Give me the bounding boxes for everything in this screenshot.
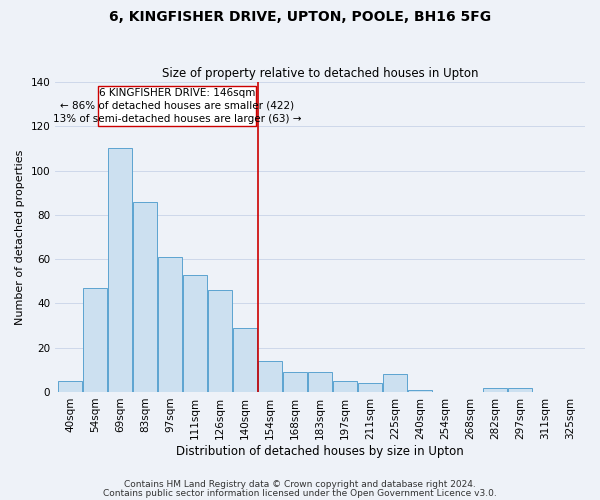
Text: ← 86% of detached houses are smaller (422): ← 86% of detached houses are smaller (42… bbox=[60, 101, 294, 111]
Bar bbox=[483, 388, 507, 392]
Bar bbox=[283, 372, 307, 392]
Bar bbox=[133, 202, 157, 392]
Bar bbox=[98, 86, 256, 126]
Bar bbox=[333, 381, 357, 392]
Text: 6, KINGFISHER DRIVE, UPTON, POOLE, BH16 5FG: 6, KINGFISHER DRIVE, UPTON, POOLE, BH16 … bbox=[109, 10, 491, 24]
Bar bbox=[158, 257, 182, 392]
Bar bbox=[208, 290, 232, 392]
Bar bbox=[233, 328, 257, 392]
Bar bbox=[183, 274, 207, 392]
Text: 6 KINGFISHER DRIVE: 146sqm: 6 KINGFISHER DRIVE: 146sqm bbox=[99, 88, 255, 98]
Bar bbox=[108, 148, 132, 392]
Bar bbox=[58, 381, 82, 392]
Bar bbox=[408, 390, 432, 392]
Title: Size of property relative to detached houses in Upton: Size of property relative to detached ho… bbox=[162, 66, 478, 80]
Bar bbox=[383, 374, 407, 392]
Bar bbox=[83, 288, 107, 392]
Bar bbox=[358, 383, 382, 392]
Bar bbox=[258, 361, 282, 392]
Text: Contains HM Land Registry data © Crown copyright and database right 2024.: Contains HM Land Registry data © Crown c… bbox=[124, 480, 476, 489]
Bar bbox=[508, 388, 532, 392]
Text: 13% of semi-detached houses are larger (63) →: 13% of semi-detached houses are larger (… bbox=[53, 114, 301, 124]
Y-axis label: Number of detached properties: Number of detached properties bbox=[15, 150, 25, 324]
Bar bbox=[308, 372, 332, 392]
Text: Contains public sector information licensed under the Open Government Licence v3: Contains public sector information licen… bbox=[103, 489, 497, 498]
X-axis label: Distribution of detached houses by size in Upton: Distribution of detached houses by size … bbox=[176, 444, 464, 458]
